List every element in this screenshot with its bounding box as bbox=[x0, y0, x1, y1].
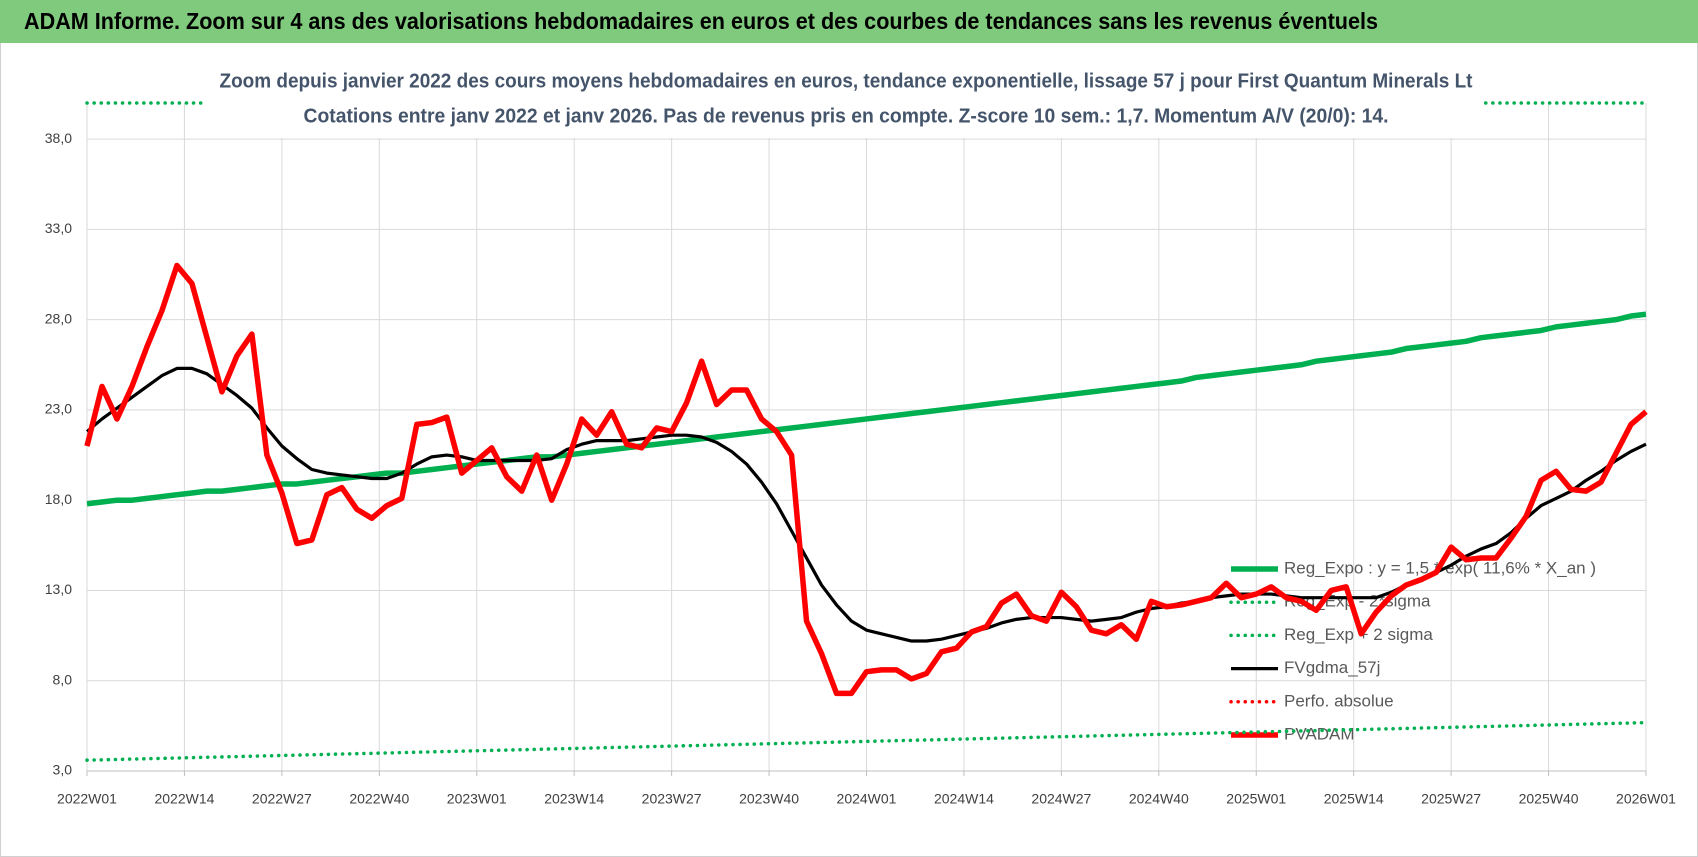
legend-label: PVADAM bbox=[1284, 724, 1355, 743]
x-tick-label: 2023W14 bbox=[544, 791, 604, 807]
y-tick-label: 38,0 bbox=[45, 130, 72, 146]
y-tick-label: 3,0 bbox=[53, 762, 73, 778]
axes: 3,0 8,0 13,0 18,0 23,0 28,0 33,0 38,0 2022W01 202… bbox=[45, 130, 1676, 807]
series-line bbox=[84, 262, 1648, 697]
y-tick-label: 28,0 bbox=[45, 310, 72, 326]
series-line bbox=[85, 720, 1648, 762]
grid bbox=[86, 103, 1647, 772]
x-tick-label: 2024W27 bbox=[1031, 791, 1091, 807]
x-tick-label: 2023W40 bbox=[739, 791, 799, 807]
x-tick-label: 2022W40 bbox=[349, 791, 409, 807]
chart-subtitle: Cotations entre janv 2022 et janv 2026. … bbox=[304, 105, 1389, 127]
x-tick-label: 2024W01 bbox=[837, 791, 897, 807]
x-tick-label: 2024W40 bbox=[1129, 791, 1189, 807]
legend-label: FVgdma_57j bbox=[1284, 658, 1380, 677]
page-title: ADAM Informe. Zoom sur 4 ans des valoris… bbox=[24, 8, 1378, 34]
y-tick-label: 8,0 bbox=[53, 671, 73, 687]
title-box bbox=[206, 60, 1484, 138]
x-tick-label: 2022W27 bbox=[252, 791, 312, 807]
y-tick-label: 18,0 bbox=[45, 491, 72, 507]
x-tick-label: 2025W40 bbox=[1519, 791, 1579, 807]
x-tick-label: 2023W27 bbox=[642, 791, 702, 807]
legend-label: Perfo. absolue bbox=[1284, 691, 1394, 710]
y-tick-label: 13,0 bbox=[45, 581, 72, 597]
y-tick-label: 33,0 bbox=[45, 220, 72, 236]
header-bar bbox=[0, 0, 1698, 43]
x-tick-label: 2024W14 bbox=[934, 791, 994, 807]
x-tick-label: 2025W27 bbox=[1421, 791, 1481, 807]
x-tick-label: 2025W01 bbox=[1226, 791, 1286, 807]
y-tick-label: 23,0 bbox=[45, 401, 72, 417]
x-tick-label: 2023W01 bbox=[447, 791, 507, 807]
x-tick-label: 2022W14 bbox=[154, 791, 214, 807]
x-tick-label: 2026W01 bbox=[1616, 791, 1676, 807]
series-line bbox=[86, 311, 1647, 507]
x-tick-label: 2022W01 bbox=[57, 791, 117, 807]
series-line bbox=[85, 366, 1647, 643]
x-tick-label: 2025W14 bbox=[1324, 791, 1384, 807]
chart-title: Zoom depuis janvier 2022 des cours moyen… bbox=[220, 70, 1473, 92]
